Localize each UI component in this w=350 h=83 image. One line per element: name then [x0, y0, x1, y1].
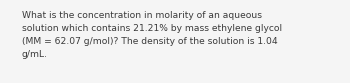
Text: What is the concentration in molarity of an aqueous
solution which contains 21.2: What is the concentration in molarity of…	[22, 11, 282, 59]
